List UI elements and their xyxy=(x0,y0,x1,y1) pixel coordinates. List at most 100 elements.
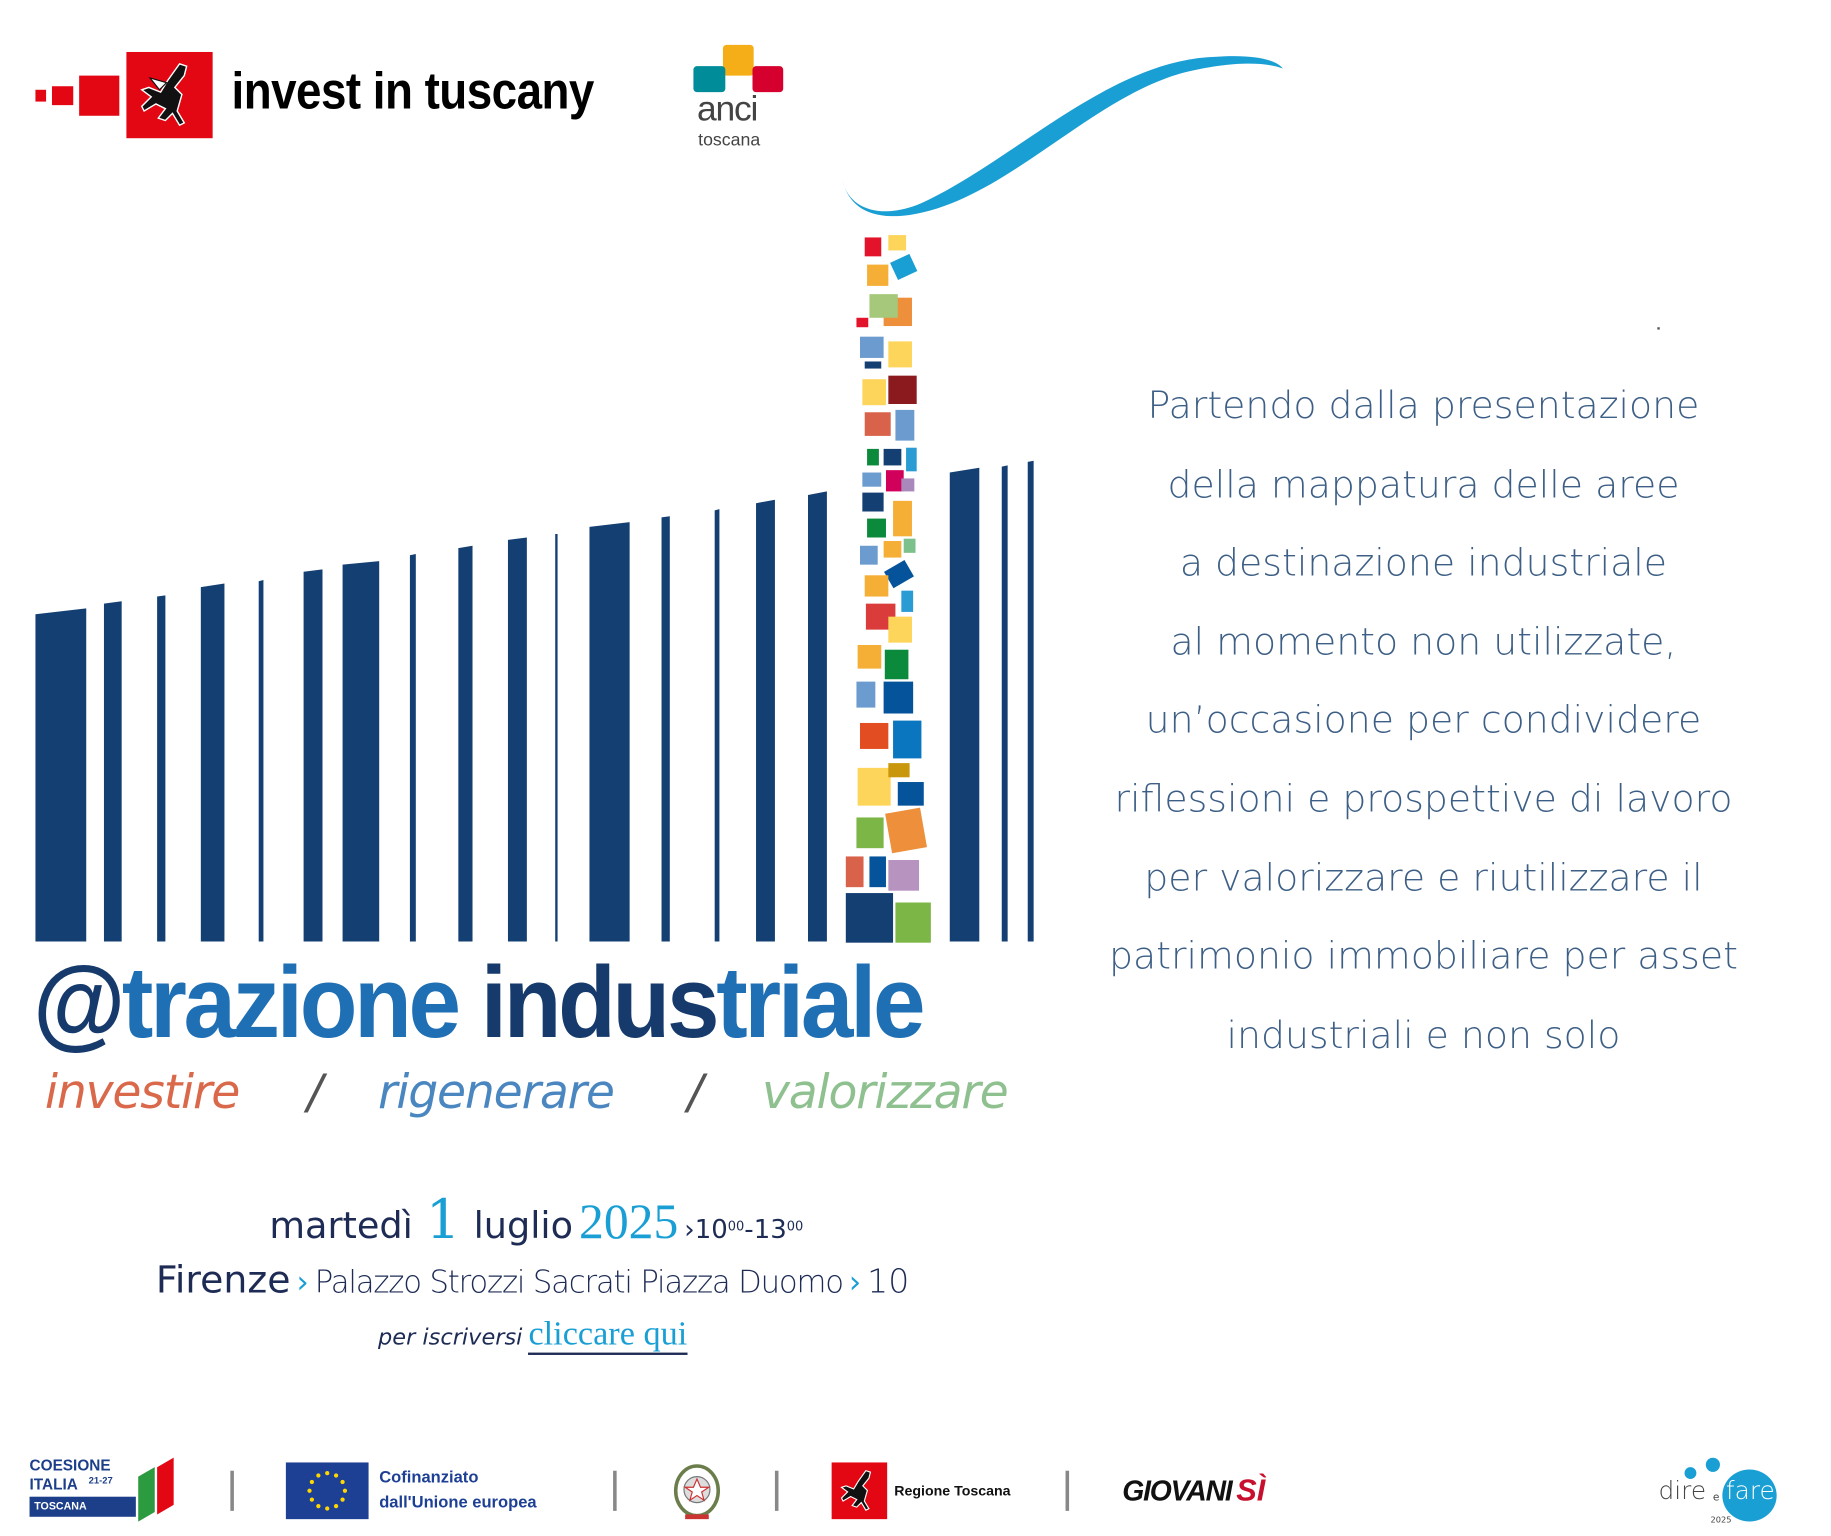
description-line: al momento non utilizzate, xyxy=(1170,618,1677,664)
registration: per iscriversi cliccare qui xyxy=(378,1314,687,1355)
anci-toscana-logo[interactable] xyxy=(691,43,786,93)
coesione-line2: ITALIA xyxy=(29,1475,78,1494)
coesione-italia-logo[interactable]: COESIONE ITALIA 21-27 TOSCANA xyxy=(29,1456,178,1522)
e-text: e xyxy=(1712,1491,1720,1504)
barcode-bar xyxy=(303,569,323,942)
fare-text: fare xyxy=(1725,1476,1775,1505)
coesione-bar xyxy=(29,1496,136,1517)
mosaic-tile xyxy=(893,500,912,537)
eu-star-icon xyxy=(325,1506,330,1511)
si-text: SÌ xyxy=(1236,1471,1266,1508)
title-at: @ xyxy=(33,946,125,1060)
description-line: della mappatura delle aree xyxy=(1167,461,1680,507)
italian-republic-emblem-icon[interactable] xyxy=(671,1462,723,1521)
eu-star-icon xyxy=(342,1488,348,1493)
mosaic-tile xyxy=(864,575,889,597)
chevron-right-icon: › xyxy=(848,1265,862,1301)
tagline-slash: / xyxy=(687,1065,704,1120)
time-start: 10 xyxy=(694,1215,728,1246)
mosaic-tile xyxy=(864,237,882,257)
mosaic-tile xyxy=(883,681,914,714)
anci-subwordmark: toscana xyxy=(698,129,761,151)
description-line: industriali e non solo xyxy=(1226,1012,1621,1057)
register-link[interactable]: cliccare qui xyxy=(528,1314,687,1355)
mosaic-tile xyxy=(845,893,894,943)
coesione-line1: COESIONE xyxy=(29,1456,111,1475)
footer-separator xyxy=(230,1470,234,1511)
barcode-bar xyxy=(661,516,670,942)
regione-toscana-text: Regione Toscana xyxy=(894,1482,1011,1500)
invest-in-tuscany-logo[interactable] xyxy=(35,51,224,141)
mosaic-tile xyxy=(888,616,912,643)
description-line: riflessioni e prospettive di lavoro xyxy=(1114,776,1733,821)
pegasus-icon xyxy=(126,51,213,139)
barcode-bar xyxy=(200,583,225,942)
footer-separator xyxy=(1065,1470,1070,1511)
logo-dot-small xyxy=(1684,1467,1697,1479)
barcode-bar xyxy=(35,608,87,942)
mosaic-tile xyxy=(888,375,917,405)
barcode-bar xyxy=(756,499,775,942)
barcode-bar xyxy=(258,580,264,942)
logo-dot-medium xyxy=(1705,1457,1720,1472)
day: 1 xyxy=(425,1187,461,1251)
register-prefix: per iscriversi xyxy=(378,1324,523,1351)
eu-star-icon xyxy=(316,1504,321,1509)
description-line: un’occasione per condividere xyxy=(1145,697,1702,743)
giovani-text: GIOVANI xyxy=(1122,1475,1233,1508)
barcode-bar xyxy=(1001,465,1008,942)
footer-separator xyxy=(774,1470,779,1511)
title-part3: triale xyxy=(716,946,925,1060)
title-part2: indus xyxy=(480,946,720,1060)
mosaic-tile xyxy=(885,470,904,492)
weekday: martedì xyxy=(269,1204,413,1248)
coesione-arrow-green xyxy=(138,1467,155,1522)
footer-separator xyxy=(613,1470,617,1511)
time-end: 13 xyxy=(753,1215,787,1246)
barcode-bar xyxy=(808,491,827,942)
description-line: per valorizzare e riutilizzare il xyxy=(1144,854,1703,900)
barcode-graphic xyxy=(35,235,1034,943)
mosaic-tile xyxy=(895,409,915,441)
mosaic-tile xyxy=(859,545,878,565)
logo-square-mid xyxy=(51,86,74,106)
dire-e-fare-logo[interactable]: dire e fare 2025 xyxy=(1659,1455,1789,1528)
dire-text: dire xyxy=(1658,1476,1707,1505)
event-description: Partendo dalla presentazione della mappa… xyxy=(1069,366,1778,1074)
mosaic-tile xyxy=(885,807,927,854)
barcode-bar xyxy=(949,467,980,942)
mosaic-tile xyxy=(869,294,898,318)
mosaic-tile xyxy=(893,720,922,759)
mosaic-tile xyxy=(869,856,886,888)
chevron-right-icon: › xyxy=(296,1265,309,1301)
mosaic-tile xyxy=(903,538,916,553)
mosaic-tile xyxy=(867,518,886,538)
mosaic-tile xyxy=(906,447,917,472)
description-line: patrimonio immobiliare per asset xyxy=(1108,933,1738,979)
event-date: martedì 1 luglio 2025 ›1000-1300 xyxy=(269,1187,803,1251)
anci-wordmark: anci xyxy=(696,89,758,129)
giovanisi-logo[interactable]: GIOVANI SÌ xyxy=(1122,1472,1265,1509)
description-line: a destinazione industriale xyxy=(1179,540,1668,585)
mosaic-tile xyxy=(883,541,902,558)
title-part1: trazione xyxy=(121,946,461,1060)
mosaic-tile xyxy=(888,235,907,251)
barcode-bar xyxy=(507,537,527,942)
eu-star-icon xyxy=(333,1504,339,1509)
mosaic-tile xyxy=(867,264,889,286)
mosaic-tile xyxy=(862,472,882,487)
anci-square-red xyxy=(752,66,784,93)
eu-text-line2: dall'Unione europea xyxy=(379,1491,537,1511)
tagline-investire: investire xyxy=(44,1065,240,1120)
year: 2025 xyxy=(579,1195,679,1250)
time-start-min: 00 xyxy=(727,1218,745,1235)
city: Firenze xyxy=(155,1256,291,1302)
eu-flag-icon[interactable] xyxy=(285,1462,369,1520)
mosaic-tile xyxy=(884,560,914,589)
mosaic-tile xyxy=(883,448,902,466)
brand-name: invest in tuscany xyxy=(231,62,595,121)
mosaic-tile xyxy=(867,448,879,466)
regione-toscana-logo[interactable] xyxy=(831,1462,888,1520)
event-location: Firenze › Palazzo Strozzi Sacrati Piazza… xyxy=(156,1257,909,1302)
tagline-valorizzare: valorizzare xyxy=(761,1065,1009,1120)
